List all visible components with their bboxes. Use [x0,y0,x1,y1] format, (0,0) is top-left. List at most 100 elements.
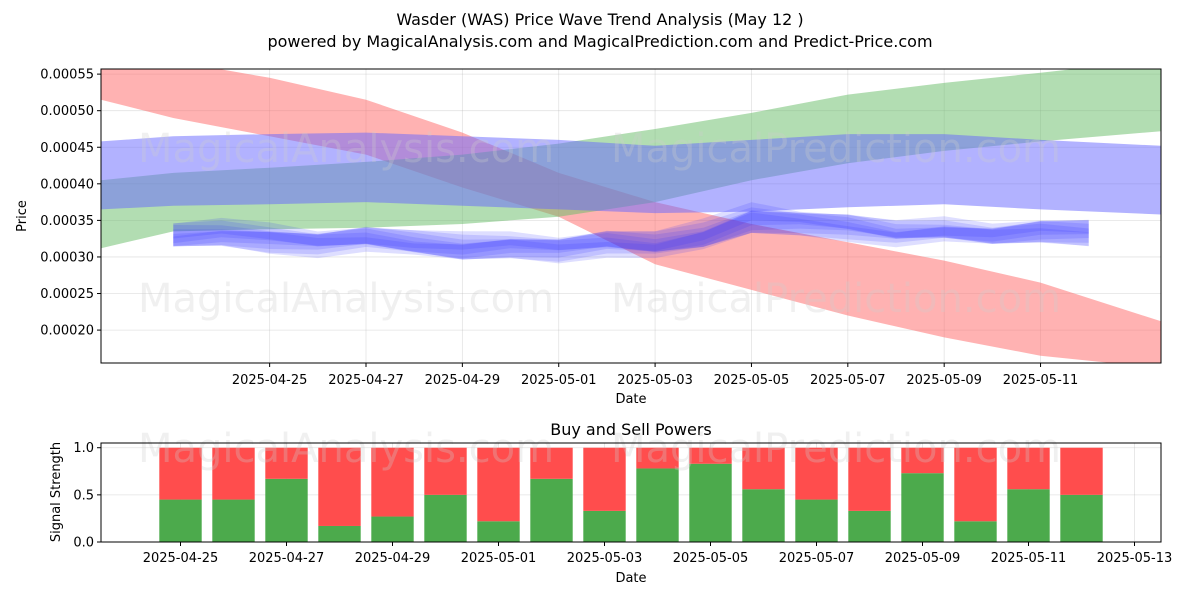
buy-bar [1060,494,1103,542]
watermark-text: MagicalPrediction.com [611,126,1061,172]
price-y-ticks: 0.00020 0.00025 0.00030 0.00035 0.00040 0.000… [40,68,101,339]
signal-x-tick-label: 2025-05-07 [779,551,855,566]
sell-bar [424,447,467,495]
price-wave [173,202,1089,264]
price-y-tick-label: 0.00050 [40,104,94,119]
buy-bar [265,478,308,542]
signal-y-ticks: 0.0 0.5 1.0 [73,441,101,551]
sell-bar [742,447,785,490]
price-axes-frame [100,68,1162,364]
sell-bar [265,447,308,479]
signal-bars [159,447,1103,542]
sell-bar [159,447,202,500]
sell-bar [1060,447,1103,495]
signal-x-tick-label: 2025-05-11 [991,551,1067,566]
price-wave-layer [173,210,1089,255]
price-wave-layer [173,202,1089,264]
buy-bar [689,463,732,542]
signal-x-tick-label: 2025-04-27 [249,551,325,566]
signal-panel: Buy and Sell Powers MagicalAnalysis.com … [49,420,1172,586]
signal-y-label: Signal Strength [49,442,64,542]
price-wave-layer [173,207,1089,262]
price-y-tick-label: 0.00020 [40,324,94,339]
signal-y-tick-label: 0.5 [73,488,94,503]
price-x-tick-label: 2025-05-09 [906,373,982,388]
buy-bar [583,510,626,542]
signal-title: Buy and Sell Powers [550,420,712,439]
sell-bar [901,447,944,474]
buy-bar [742,489,785,542]
signal-y-tick-label: 1.0 [73,441,94,456]
signal-x-tick-label: 2025-05-05 [673,551,749,566]
signal-x-tick-label: 2025-05-13 [1097,551,1173,566]
price-y-label: Price [15,200,30,232]
signal-x-tick-label: 2025-05-03 [567,551,643,566]
sell-bar [636,447,679,469]
sell-bar [371,447,414,517]
sell-bar [212,447,255,500]
price-x-tick-label: 2025-04-29 [425,373,501,388]
buy-bar [424,494,467,542]
signal-axes-frame [100,442,1162,543]
price-wave-layer [173,210,1089,259]
price-wave-layer [173,210,1089,260]
sell-bar [583,447,626,511]
buy-bar [477,521,520,542]
watermark-text: MagicalAnalysis.com [138,276,554,322]
price-y-tick-label: 0.00030 [40,250,94,265]
buy-bar [795,499,838,542]
buy-bar [901,473,944,542]
signal-x-tick-label: 2025-04-25 [143,551,219,566]
price-band [101,132,1161,215]
watermark-text: MagicalPrediction.com [611,276,1061,322]
price-x-tick-label: 2025-05-01 [521,373,597,388]
signal-x-label: Date [615,571,646,586]
signal-watermarks: MagicalAnalysis.com MagicalPrediction.co… [138,426,1061,472]
price-y-tick-label: 0.00045 [40,141,94,156]
buy-bar [371,516,414,542]
sell-bar [954,447,997,522]
buy-bar [954,521,997,542]
price-x-ticks: 2025-04-25 2025-04-27 2025-04-29 2025-05-01… [232,363,1078,388]
sell-bar [795,447,838,500]
sell-bar [848,447,891,511]
buy-bar [159,499,202,542]
price-x-tick-label: 2025-04-27 [328,373,404,388]
price-bands [101,69,1161,363]
signal-x-tick-label: 2025-05-09 [885,551,961,566]
sell-bar [1007,447,1050,490]
price-y-tick-label: 0.00035 [40,214,94,229]
buy-bar [318,525,361,542]
price-watermarks: MagicalAnalysis.com MagicalPrediction.co… [138,126,1061,322]
buy-bar [1007,489,1050,542]
sell-bar [477,447,520,522]
chart-title: Wasder (WAS) Price Wave Trend Analysis (… [396,10,803,29]
watermark-text: MagicalAnalysis.com [138,126,554,172]
watermark-text: MagicalAnalysis.com [138,426,554,472]
buy-bar [848,510,891,542]
watermark-text: MagicalPrediction.com [611,426,1061,472]
sell-bar [530,447,573,479]
sell-bar [689,447,732,464]
price-wave-layer [173,212,1089,251]
price-panel: MagicalAnalysis.com MagicalPrediction.co… [15,68,1162,407]
buy-bar [636,468,679,542]
price-y-tick-label: 0.00025 [40,287,94,302]
signal-x-tick-label: 2025-04-29 [355,551,431,566]
price-x-label: Date [615,392,646,407]
price-x-tick-label: 2025-04-25 [232,373,308,388]
signal-x-tick-label: 2025-05-01 [461,551,537,566]
price-y-tick-label: 0.00055 [40,68,94,83]
buy-bar [212,499,255,542]
price-x-tick-label: 2025-05-05 [714,373,790,388]
signal-x-ticks: 2025-04-25 2025-04-27 2025-04-29 2025-05-01… [143,542,1173,566]
price-y-tick-label: 0.00040 [40,177,94,192]
chart-subtitle: powered by MagicalAnalysis.com and Magic… [267,32,932,51]
sell-bar [318,447,361,526]
price-x-tick-label: 2025-05-03 [617,373,693,388]
price-x-tick-label: 2025-05-11 [1003,373,1079,388]
buy-bar [530,478,573,542]
price-x-tick-label: 2025-05-07 [810,373,886,388]
signal-y-tick-label: 0.0 [73,536,94,551]
